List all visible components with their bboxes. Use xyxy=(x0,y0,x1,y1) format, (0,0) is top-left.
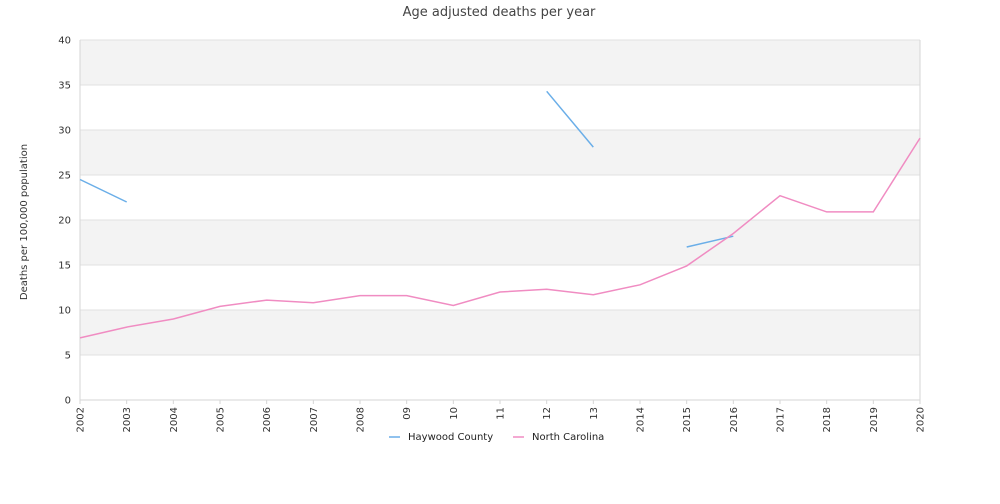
x-tick-label: 2002 xyxy=(76,407,87,432)
x-tick-label: 2018 xyxy=(822,407,833,432)
y-tick-label: 5 xyxy=(65,351,71,362)
y-tick-label: 30 xyxy=(58,126,71,137)
x-tick-label: 2014 xyxy=(636,407,647,432)
grid-band xyxy=(80,310,920,355)
x-tick-label: 2016 xyxy=(729,407,740,432)
x-tick-label: 2020 xyxy=(916,407,927,432)
x-tick-label: 09 xyxy=(402,407,413,420)
y-tick-label: 0 xyxy=(65,396,71,407)
x-tick-label: 2006 xyxy=(262,407,273,432)
y-axis-label: Deaths per 100,000 population xyxy=(19,144,30,300)
x-tick-label: 11 xyxy=(496,407,507,420)
series-lines xyxy=(79,90,921,339)
series-line xyxy=(546,90,594,148)
y-tick-label: 25 xyxy=(58,171,71,182)
x-tick-label: 2005 xyxy=(216,407,227,432)
legend: Haywood County North Carolina xyxy=(389,432,604,443)
y-tick-labels: 0 5 10 15 20 25 30 35 40 xyxy=(58,36,71,407)
x-tick-label: 2003 xyxy=(122,407,133,432)
legend-label: North Carolina xyxy=(532,432,604,443)
y-tick-label: 20 xyxy=(58,216,71,227)
series-line xyxy=(79,137,921,339)
y-tick-label: 10 xyxy=(58,306,71,317)
x-tick-label: 2008 xyxy=(356,407,367,432)
x-tick-label: 2017 xyxy=(776,407,787,432)
x-tick-label: 2019 xyxy=(869,407,880,432)
series-line xyxy=(79,178,128,203)
grid-band xyxy=(80,40,920,85)
x-tick-label: 2015 xyxy=(682,407,693,432)
x-tick-labels: 2002 2003 2004 2005 2006 2007 2008 09 10 11 12 13 20… xyxy=(76,400,927,432)
x-tick-label: 2007 xyxy=(309,407,320,432)
x-tick-label: 2004 xyxy=(169,407,180,432)
y-tick-label: 35 xyxy=(58,81,71,92)
grid-band xyxy=(80,220,920,265)
y-tick-label: 15 xyxy=(58,261,71,272)
legend-label: Haywood County xyxy=(408,432,493,443)
x-tick-label: 12 xyxy=(542,407,553,420)
grid-lines xyxy=(80,39,920,401)
chart-title: Age adjusted deaths per year xyxy=(403,5,596,20)
grid-band xyxy=(80,130,920,175)
grid-bands xyxy=(80,40,920,355)
x-tick-label: 10 xyxy=(449,407,460,420)
y-tick-label: 40 xyxy=(58,36,71,47)
x-tick-label: 13 xyxy=(589,407,600,420)
